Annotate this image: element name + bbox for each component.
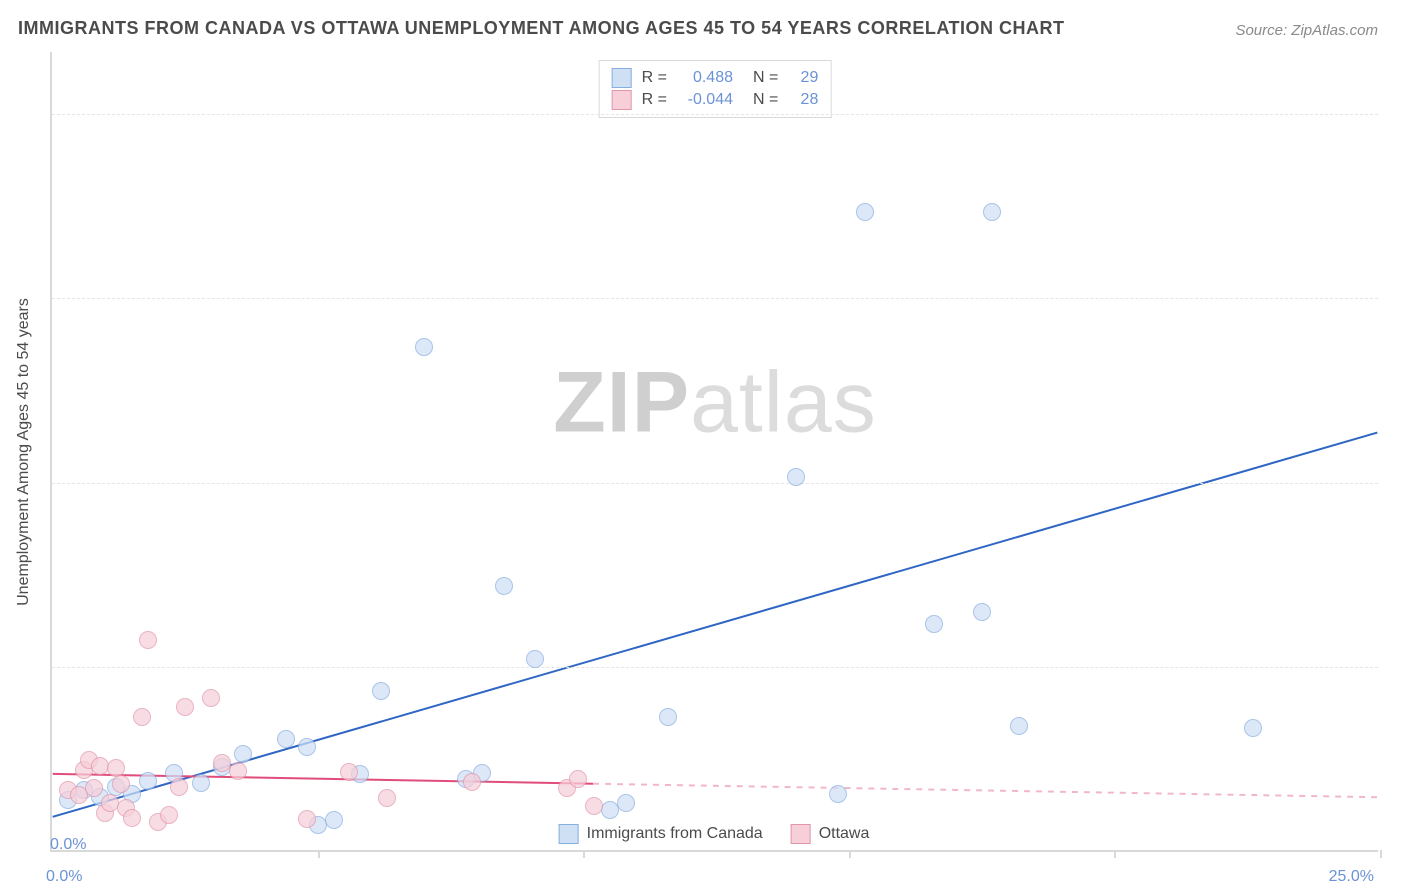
x-axis-max-label: 25.0%: [1329, 868, 1374, 886]
y-tick-label: 45.0%: [1388, 289, 1406, 307]
data-point: [277, 730, 295, 748]
data-point: [170, 778, 188, 796]
gridline: [52, 114, 1378, 115]
series-legend: Immigrants from Canada Ottawa: [559, 824, 870, 844]
legend-swatch: [791, 824, 811, 844]
data-point: [229, 762, 247, 780]
data-point: [340, 763, 358, 781]
watermark: ZIPatlas: [553, 354, 876, 453]
data-point: [1244, 719, 1262, 737]
data-point: [1010, 717, 1028, 735]
x-tick-mark: [1380, 850, 1382, 858]
y-axis-label: Unemployment Among Ages 45 to 54 years: [15, 298, 33, 606]
data-point: [659, 708, 677, 726]
data-point: [123, 809, 141, 827]
r-label: R =: [642, 89, 667, 111]
correlation-legend: R = 0.488 N = 29 R = -0.044 N = 28: [599, 60, 832, 118]
data-point: [192, 774, 210, 792]
x-axis-min-label: 0.0%: [46, 868, 82, 886]
legend-item: Ottawa: [791, 824, 870, 844]
r-value: -0.044: [677, 89, 733, 111]
data-point: [856, 203, 874, 221]
n-value: 28: [788, 89, 818, 111]
data-point: [372, 682, 390, 700]
data-point: [234, 745, 252, 763]
legend-item: Immigrants from Canada: [559, 824, 763, 844]
n-value: 29: [788, 67, 818, 89]
gridline: [52, 483, 1378, 484]
x-tick-mark: [583, 850, 585, 858]
data-point: [378, 789, 396, 807]
data-point: [495, 577, 513, 595]
chart-title: IMMIGRANTS FROM CANADA VS OTTAWA UNEMPLO…: [18, 18, 1065, 39]
legend-swatch: [612, 90, 632, 110]
data-point: [202, 689, 220, 707]
trend-lines: [52, 52, 1378, 850]
data-point: [176, 698, 194, 716]
n-label: N =: [753, 89, 778, 111]
watermark-atlas: atlas: [690, 355, 877, 451]
x-axis-min-label: 0.0%: [50, 836, 86, 854]
data-point: [983, 203, 1001, 221]
data-point: [298, 738, 316, 756]
data-point: [787, 468, 805, 486]
data-point: [526, 650, 544, 668]
scatter-plot: ZIPatlas R =0.488N =29R =-0.044N =28 15.…: [50, 52, 1378, 852]
data-point: [112, 775, 130, 793]
data-point: [160, 806, 178, 824]
data-point: [925, 615, 943, 633]
data-point: [133, 708, 151, 726]
data-point: [85, 779, 103, 797]
data-point: [298, 810, 316, 828]
gridline: [52, 667, 1378, 668]
data-point: [139, 772, 157, 790]
legend-swatch: [559, 824, 579, 844]
data-point: [325, 811, 343, 829]
r-value: 0.488: [677, 67, 733, 89]
x-tick-mark: [318, 850, 320, 858]
n-label: N =: [753, 67, 778, 89]
y-tick-label: 30.0%: [1388, 474, 1406, 492]
data-point: [463, 773, 481, 791]
data-point: [585, 797, 603, 815]
data-point: [829, 785, 847, 803]
data-point: [139, 631, 157, 649]
gridline: [52, 298, 1378, 299]
correlation-row: R = -0.044 N = 28: [612, 89, 819, 111]
x-tick-mark: [1114, 850, 1116, 858]
legend-label: Ottawa: [819, 825, 870, 843]
x-tick-mark: [849, 850, 851, 858]
data-point: [415, 338, 433, 356]
legend-label: Immigrants from Canada: [587, 825, 763, 843]
chart-area: Unemployment Among Ages 45 to 54 years Z…: [50, 52, 1378, 852]
y-tick-label: 60.0%: [1388, 105, 1406, 123]
r-label: R =: [642, 67, 667, 89]
data-point: [569, 770, 587, 788]
y-tick-label: 15.0%: [1388, 658, 1406, 676]
data-point: [617, 794, 635, 812]
legend-swatch: [612, 68, 632, 88]
watermark-zip: ZIP: [553, 355, 690, 451]
source-label: Source: ZipAtlas.com: [1235, 22, 1378, 39]
data-point: [973, 603, 991, 621]
correlation-row: R = 0.488 N = 29: [612, 67, 819, 89]
